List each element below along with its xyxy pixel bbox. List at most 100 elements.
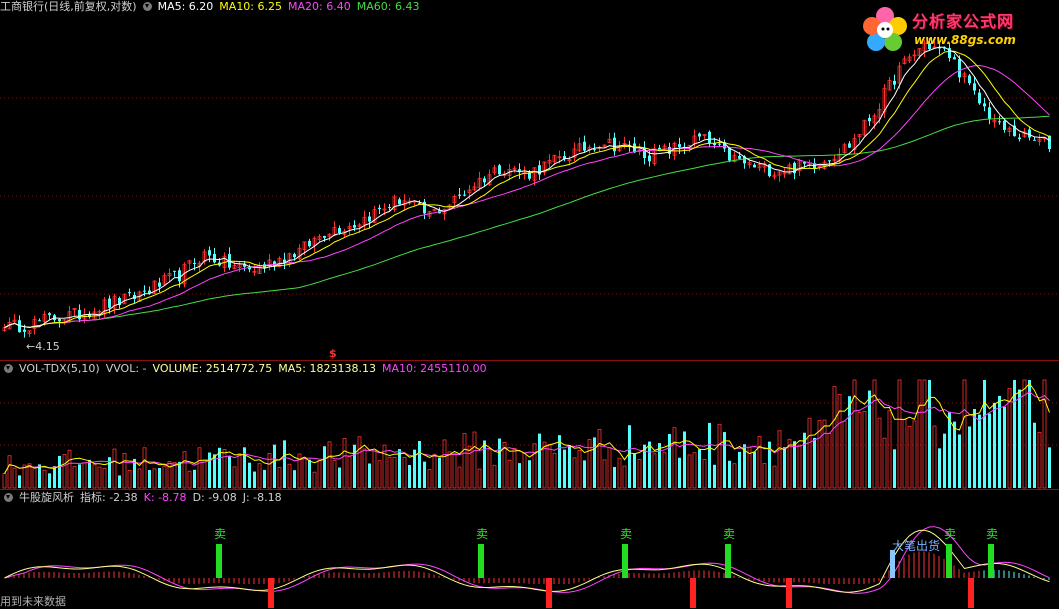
candle-body bbox=[557, 156, 562, 159]
volume-bar bbox=[558, 435, 561, 488]
price-panel[interactable]: 工商银行(日线,前复权,对数) MA5: 6.20 MA10: 6.25 MA20: … bbox=[0, 0, 1059, 360]
candle-body bbox=[723, 142, 726, 149]
volume-bar bbox=[978, 414, 981, 488]
candle-body bbox=[968, 75, 971, 84]
candle-body bbox=[1007, 127, 1012, 133]
volume-bar bbox=[112, 448, 117, 489]
candle-body bbox=[547, 159, 552, 164]
volume-bar bbox=[568, 444, 571, 488]
volume-bar bbox=[1003, 406, 1006, 488]
candle-body bbox=[208, 250, 211, 256]
ma10-label: MA10: 6.25 bbox=[219, 0, 283, 13]
candle-body bbox=[1028, 129, 1031, 138]
candle-body bbox=[178, 270, 181, 282]
volume-bar bbox=[633, 453, 636, 488]
candle-body bbox=[23, 329, 26, 332]
watermark-title: 分析家公式网 bbox=[912, 12, 1015, 31]
candle-body bbox=[498, 165, 501, 175]
dropdown-icon[interactable] bbox=[142, 2, 152, 11]
volume-bar bbox=[483, 440, 486, 488]
candle-body bbox=[542, 161, 547, 173]
volume-bar bbox=[342, 438, 347, 489]
volume-bar bbox=[263, 469, 266, 488]
volume-bar bbox=[538, 433, 541, 488]
dropdown-icon[interactable] bbox=[4, 493, 13, 502]
ma60-label: MA60: 6.43 bbox=[356, 0, 420, 13]
candle-body bbox=[388, 207, 391, 209]
volume-bar bbox=[1013, 380, 1016, 488]
volume-bar bbox=[547, 444, 552, 489]
indicator-panel[interactable]: 卖 卖 卖 卖 卖 卖 牛股旋风析 指标: -2.38 K: -8.78 D: -9.08 J: … bbox=[0, 490, 1059, 609]
candle-body bbox=[928, 43, 931, 50]
ma20-line bbox=[4, 64, 1050, 329]
candle-body bbox=[567, 159, 572, 162]
price-chart[interactable] bbox=[0, 0, 1059, 360]
sell-label: 卖 bbox=[944, 527, 956, 541]
volume-bar bbox=[587, 439, 592, 489]
volume-bar bbox=[868, 390, 871, 488]
candle-body bbox=[458, 194, 461, 196]
ma5-label: MA5: 6.20 bbox=[157, 0, 214, 13]
candle-body bbox=[768, 164, 771, 177]
volume-bar bbox=[668, 434, 671, 488]
volume-bar bbox=[637, 459, 642, 489]
candle-body bbox=[907, 56, 912, 61]
candle-body bbox=[938, 47, 941, 49]
volume-bar bbox=[167, 461, 172, 489]
volume-bar bbox=[807, 417, 812, 489]
volume-bar bbox=[922, 379, 927, 489]
volume-bar bbox=[597, 429, 602, 489]
volume-bar bbox=[852, 379, 857, 489]
candle-body bbox=[793, 162, 796, 174]
volume-bar bbox=[368, 463, 371, 488]
volume-bar bbox=[108, 457, 111, 488]
candle-body bbox=[857, 134, 862, 138]
volume-bar bbox=[713, 464, 716, 488]
candle-body bbox=[803, 162, 806, 164]
candle-body bbox=[243, 263, 246, 267]
volume-bar bbox=[283, 440, 286, 488]
volume-bar bbox=[1037, 431, 1042, 489]
volume-bar bbox=[152, 468, 157, 489]
volume-bar bbox=[872, 379, 877, 489]
volume-bar bbox=[477, 468, 482, 489]
volume-bar bbox=[817, 420, 822, 489]
volume-bar bbox=[133, 458, 136, 488]
candle-body bbox=[472, 186, 477, 191]
indicator-chart[interactable]: 卖卖卖卖卖卖 bbox=[0, 490, 1059, 609]
candle-body bbox=[832, 158, 837, 162]
sell-marker bbox=[622, 544, 628, 578]
candle-body bbox=[277, 258, 282, 267]
candle-body bbox=[583, 141, 586, 151]
separator-2 bbox=[0, 489, 1059, 490]
volume-bar bbox=[457, 466, 462, 489]
candle-body bbox=[167, 273, 172, 277]
candle-body bbox=[368, 216, 371, 222]
candle-body bbox=[828, 160, 831, 162]
candle-body bbox=[323, 235, 326, 238]
candle-body bbox=[743, 156, 746, 164]
volume-chart[interactable] bbox=[0, 361, 1059, 489]
candle-body bbox=[463, 194, 466, 196]
volume-bar bbox=[958, 434, 961, 488]
volume-bar bbox=[97, 466, 102, 489]
ma60-line bbox=[4, 115, 1050, 329]
candle-body bbox=[718, 143, 721, 145]
candle-body bbox=[392, 196, 397, 210]
candle-body bbox=[12, 319, 17, 323]
volume-panel[interactable]: VOL-TDX(5,10) VVOL: - VOLUME: 2514772.75 MA… bbox=[0, 361, 1059, 489]
candle-body bbox=[143, 290, 146, 292]
volume-bar bbox=[187, 470, 192, 489]
candle-body bbox=[128, 292, 131, 294]
volume-bar bbox=[257, 463, 262, 489]
volume-bar bbox=[583, 460, 586, 488]
volume-bar bbox=[42, 469, 47, 489]
candle-body bbox=[998, 121, 1001, 123]
volume-bar bbox=[962, 379, 967, 489]
volume-bar bbox=[902, 419, 907, 489]
candle-body bbox=[252, 270, 257, 273]
volume-bar bbox=[267, 452, 272, 489]
dropdown-icon[interactable] bbox=[4, 364, 13, 373]
volume-bar bbox=[2, 473, 7, 489]
volume-bar bbox=[757, 436, 762, 489]
